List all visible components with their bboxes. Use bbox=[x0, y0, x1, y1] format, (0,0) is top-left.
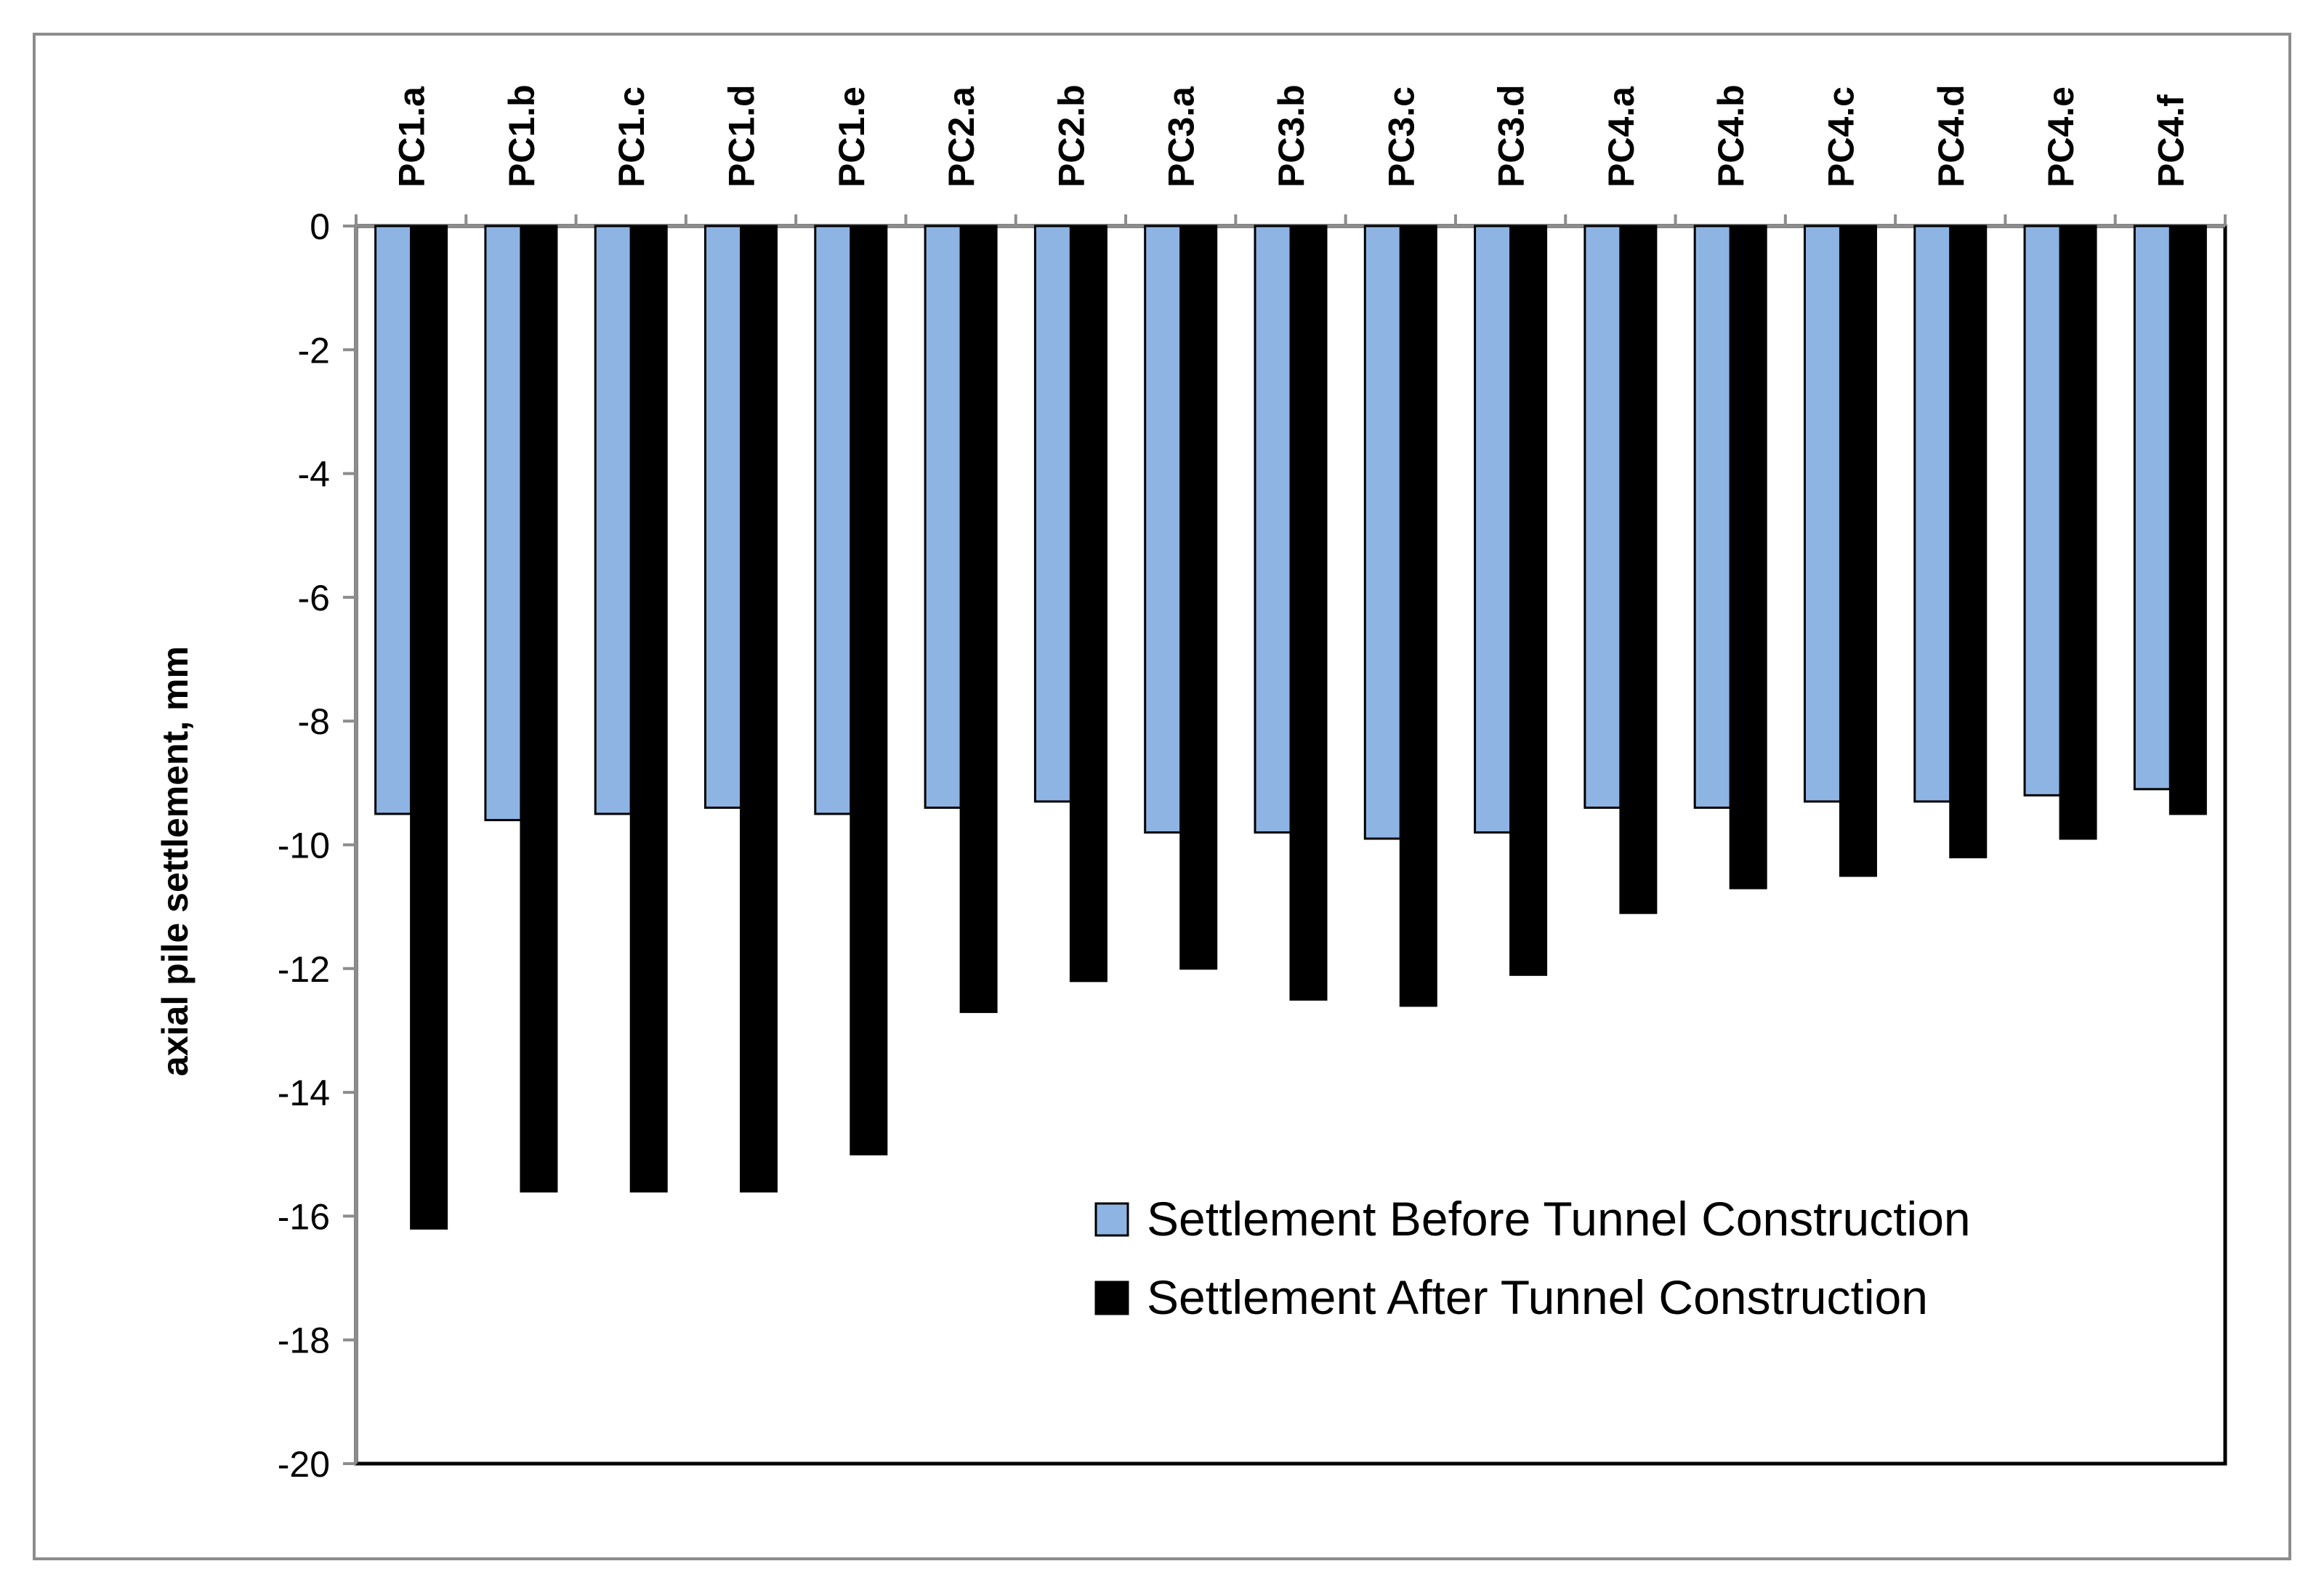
x-category-label: PC4.d bbox=[1931, 84, 1972, 187]
x-category-label: PC4.e bbox=[2041, 86, 2081, 187]
bar-after bbox=[1949, 225, 1988, 859]
y-tick-label: -4 bbox=[298, 454, 330, 495]
legend-swatch-before bbox=[1094, 1202, 1129, 1237]
y-tick-label: -10 bbox=[278, 826, 330, 866]
legend-swatch-after bbox=[1094, 1281, 1129, 1315]
bar-before bbox=[1803, 225, 1841, 803]
bar-after bbox=[410, 225, 448, 1230]
y-tick-label: -6 bbox=[298, 578, 330, 618]
bar-before bbox=[704, 225, 743, 809]
bar-before bbox=[1474, 225, 1512, 834]
bar-after bbox=[740, 225, 778, 1193]
x-category-label: PC1.a bbox=[392, 86, 432, 187]
y-tick-label: -14 bbox=[278, 1073, 330, 1113]
x-category-label: PC3.c bbox=[1381, 86, 1421, 187]
bar-before bbox=[1033, 225, 1072, 803]
bar-after bbox=[1399, 225, 1437, 1007]
bar-before bbox=[1583, 225, 1622, 809]
x-category-label: PC4.f bbox=[2150, 94, 2191, 187]
bar-before bbox=[814, 225, 852, 815]
legend-label-after: Settlement After Tunnel Construction bbox=[1147, 1270, 1928, 1324]
y-axis-title: axial pile settlement, mm bbox=[155, 646, 195, 1076]
y-tick-label: -2 bbox=[298, 330, 330, 371]
bar-before bbox=[1144, 225, 1182, 834]
x-category-label: PC1.d bbox=[722, 84, 762, 187]
bar-after bbox=[520, 225, 558, 1193]
x-category-label: PC3.d bbox=[1491, 84, 1532, 187]
x-category-label: PC2.b bbox=[1051, 84, 1092, 187]
x-category-label: PC1.b bbox=[501, 84, 542, 187]
y-tick-label: -20 bbox=[278, 1444, 330, 1485]
x-category-label: PC1.e bbox=[831, 86, 872, 187]
y-tick-label: 0 bbox=[310, 206, 330, 247]
bar-before bbox=[1254, 225, 1292, 834]
bar-before bbox=[2023, 225, 2062, 796]
y-tick-label: -16 bbox=[278, 1196, 330, 1237]
bar-before bbox=[1913, 225, 1952, 803]
bar-after bbox=[2168, 225, 2207, 815]
legend-label-before: Settlement Before Tunnel Construction bbox=[1147, 1192, 1971, 1246]
bar-before bbox=[924, 225, 962, 809]
y-tick-label: -18 bbox=[278, 1320, 330, 1361]
x-category-label: PC2.a bbox=[941, 86, 982, 187]
x-category-label: PC4.a bbox=[1601, 86, 1642, 187]
bar-after bbox=[959, 225, 998, 1013]
chart-outer-border bbox=[33, 33, 2291, 1560]
bar-after bbox=[2059, 225, 2097, 840]
bar-before bbox=[2133, 225, 2171, 791]
y-tick-label: -8 bbox=[298, 701, 330, 742]
bar-before bbox=[1363, 225, 1402, 840]
bar-after bbox=[1509, 225, 1548, 976]
bar-after bbox=[1179, 225, 1218, 970]
bar-after bbox=[1619, 225, 1658, 914]
x-category-label: PC1.c bbox=[611, 86, 652, 187]
bar-after bbox=[1069, 225, 1107, 983]
bar-after bbox=[629, 225, 668, 1193]
y-tick-label: -12 bbox=[278, 949, 330, 990]
bar-before bbox=[374, 225, 413, 815]
bar-after bbox=[850, 225, 888, 1156]
x-category-label: PC3.b bbox=[1271, 84, 1312, 187]
bar-before bbox=[484, 225, 523, 821]
bar-before bbox=[594, 225, 632, 815]
bar-before bbox=[1693, 225, 1732, 809]
bar-after bbox=[1729, 225, 1767, 890]
legend: Settlement Before Tunnel Construction Set… bbox=[1094, 1192, 1971, 1324]
x-category-label: PC4.c bbox=[1820, 86, 1861, 187]
x-category-label: PC3.a bbox=[1161, 86, 1202, 187]
x-category-label: PC4.b bbox=[1711, 84, 1751, 187]
bar-after bbox=[1289, 225, 1328, 1001]
bar-after bbox=[1839, 225, 1877, 877]
